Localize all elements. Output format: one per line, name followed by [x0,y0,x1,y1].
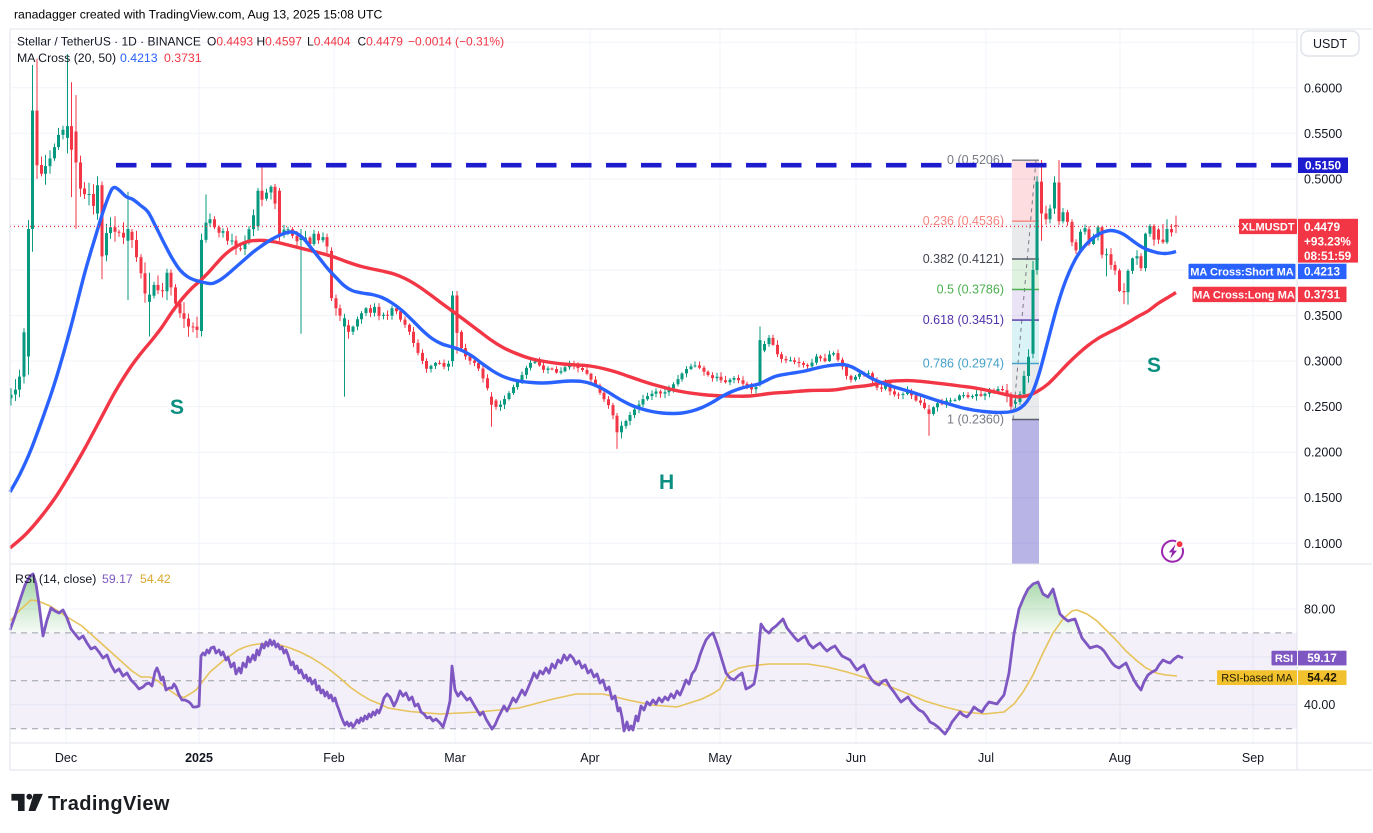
svg-text:2025: 2025 [185,751,213,765]
svg-text:TradingView: TradingView [48,793,170,815]
svg-text:USDT: USDT [1313,37,1347,51]
svg-text:0.236 (0.4536): 0.236 (0.4536) [923,214,1004,228]
svg-text:Jun: Jun [846,751,866,765]
svg-text:59.17: 59.17 [1307,651,1337,665]
svg-text:S: S [170,396,184,419]
svg-text:0.786 (0.2974): 0.786 (0.2974) [923,357,1004,371]
svg-text:0.5500: 0.5500 [1304,127,1342,141]
svg-text:1 (0.2360): 1 (0.2360) [947,413,1004,427]
svg-text:MA Cross:Short MA: MA Cross:Short MA [1190,266,1294,278]
svg-text:0.1000: 0.1000 [1304,537,1342,551]
svg-text:0.2500: 0.2500 [1304,400,1342,414]
svg-text:Feb: Feb [323,751,345,765]
svg-text:0.3000: 0.3000 [1304,355,1342,369]
svg-text:0.618 (0.3451): 0.618 (0.3451) [923,313,1004,327]
svg-text:RSI-based MA: RSI-based MA [1221,673,1293,685]
svg-text:0.4213: 0.4213 [1304,264,1341,278]
svg-text:80.00: 80.00 [1304,603,1335,617]
svg-text:Apr: Apr [580,751,599,765]
svg-text:MA Cross:Long MA: MA Cross:Long MA [1193,289,1295,301]
svg-text:Sep: Sep [1242,751,1264,765]
svg-text:Aug: Aug [1109,751,1131,765]
svg-text:ranadagger created with Tradin: ranadagger created with TradingView.com,… [14,8,383,22]
svg-text:0.5150: 0.5150 [1305,158,1342,172]
svg-text:May: May [708,751,732,765]
svg-text:0.382 (0.4121): 0.382 (0.4121) [923,252,1004,266]
svg-text:RSI: RSI [1275,653,1293,665]
svg-text:S: S [1147,354,1161,377]
svg-text:0.4479: 0.4479 [1304,220,1341,234]
svg-text:H: H [659,471,674,494]
svg-text:Jul: Jul [978,751,994,765]
svg-text:0.1500: 0.1500 [1304,491,1342,505]
svg-text:Mar: Mar [444,751,466,765]
svg-text:0.6000: 0.6000 [1304,81,1342,95]
svg-text:54.42: 54.42 [1307,671,1337,685]
svg-text:0.3500: 0.3500 [1304,309,1342,323]
svg-text:0.5000: 0.5000 [1304,172,1342,186]
svg-text:0.2000: 0.2000 [1304,446,1342,460]
svg-text:+93.23%: +93.23% [1304,235,1351,249]
svg-text:0.3731: 0.3731 [1304,287,1341,301]
svg-text:Dec: Dec [55,751,77,765]
svg-text:XLMUSDT: XLMUSDT [1241,222,1294,234]
svg-text:0.5 (0.3786): 0.5 (0.3786) [937,283,1004,297]
svg-text:Stellar / TetherUS · 1D · BINA: Stellar / TetherUS · 1D · BINANCE O0.4493… [17,35,504,49]
svg-text:08:51:59: 08:51:59 [1304,249,1352,263]
svg-text:40.00: 40.00 [1304,698,1335,712]
